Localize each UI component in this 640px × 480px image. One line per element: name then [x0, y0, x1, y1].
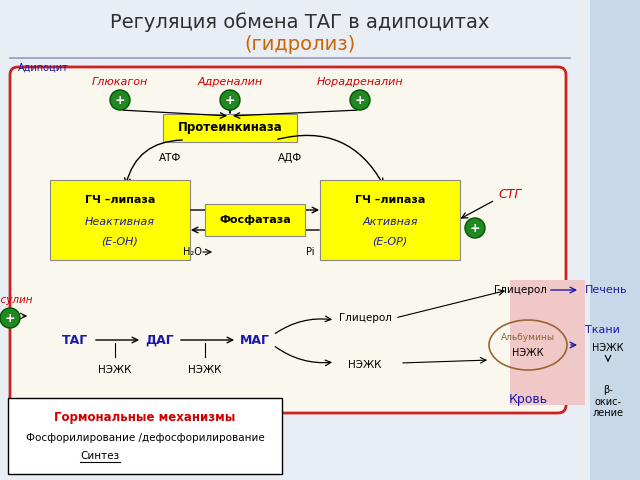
- Text: ГЧ –липаза: ГЧ –липаза: [355, 195, 425, 205]
- Text: НЭЖК: НЭЖК: [348, 360, 381, 370]
- Text: Синтез: Синтез: [80, 451, 119, 461]
- Text: +: +: [225, 94, 236, 107]
- Text: СТГ: СТГ: [499, 189, 522, 202]
- Text: АДФ: АДФ: [278, 153, 302, 163]
- FancyBboxPatch shape: [10, 67, 566, 413]
- Text: Инсулин: Инсулин: [0, 295, 33, 305]
- Text: Норадреналин: Норадреналин: [317, 77, 403, 87]
- FancyBboxPatch shape: [205, 204, 305, 236]
- Ellipse shape: [350, 90, 370, 110]
- Text: Печень: Печень: [585, 285, 627, 295]
- FancyBboxPatch shape: [590, 0, 640, 480]
- Text: +: +: [355, 94, 365, 107]
- Ellipse shape: [220, 90, 240, 110]
- Text: Глюкагон: Глюкагон: [92, 77, 148, 87]
- Text: Гормональные механизмы: Гормональные механизмы: [54, 411, 236, 424]
- Ellipse shape: [465, 218, 485, 238]
- Text: Ткани: Ткани: [585, 325, 620, 335]
- Text: МАГ: МАГ: [240, 334, 270, 347]
- FancyBboxPatch shape: [510, 280, 585, 405]
- Text: H₂O: H₂O: [182, 247, 202, 257]
- Text: +: +: [115, 94, 125, 107]
- Text: Фосфорилирование /дефосфорилирование: Фосфорилирование /дефосфорилирование: [26, 433, 264, 443]
- Text: Активная: Активная: [362, 217, 418, 227]
- Text: ДАГ: ДАГ: [146, 334, 174, 347]
- Text: НЭЖК: НЭЖК: [99, 365, 132, 375]
- Text: Фосфатаза: Фосфатаза: [219, 215, 291, 225]
- Text: (гидролиз): (гидролиз): [244, 35, 356, 53]
- Ellipse shape: [0, 308, 20, 328]
- Text: Регуляция обмена ТАГ в адипоцитах: Регуляция обмена ТАГ в адипоцитах: [110, 12, 490, 32]
- Ellipse shape: [110, 90, 130, 110]
- Text: АТФ: АТФ: [159, 153, 181, 163]
- Text: ГЧ –липаза: ГЧ –липаза: [85, 195, 155, 205]
- Text: НЭЖК: НЭЖК: [188, 365, 221, 375]
- Text: Глицерол: Глицерол: [339, 313, 392, 323]
- Text: (Е-ОН): (Е-ОН): [102, 237, 138, 247]
- FancyBboxPatch shape: [8, 398, 282, 474]
- FancyBboxPatch shape: [50, 180, 190, 260]
- Text: Неактивная: Неактивная: [85, 217, 155, 227]
- Text: (Е-ОР): (Е-ОР): [372, 237, 408, 247]
- Text: Pi: Pi: [306, 247, 314, 257]
- FancyBboxPatch shape: [320, 180, 460, 260]
- Text: НЭЖК: НЭЖК: [592, 343, 624, 353]
- FancyBboxPatch shape: [163, 114, 297, 142]
- Text: +: +: [4, 312, 15, 324]
- Text: β-
окис-
ление: β- окис- ление: [593, 385, 623, 418]
- Text: Глицерол: Глицерол: [493, 285, 547, 295]
- Text: Кровь: Кровь: [508, 394, 548, 407]
- Text: НЭЖК: НЭЖК: [512, 348, 544, 358]
- Text: Адипоцит: Адипоцит: [18, 63, 69, 73]
- Text: Протеинкиназа: Протеинкиназа: [178, 121, 282, 134]
- Text: Адреналин: Адреналин: [197, 77, 262, 87]
- Text: +: +: [470, 221, 480, 235]
- Text: Альбумины: Альбумины: [501, 333, 555, 341]
- Text: ТАГ: ТАГ: [62, 334, 88, 347]
